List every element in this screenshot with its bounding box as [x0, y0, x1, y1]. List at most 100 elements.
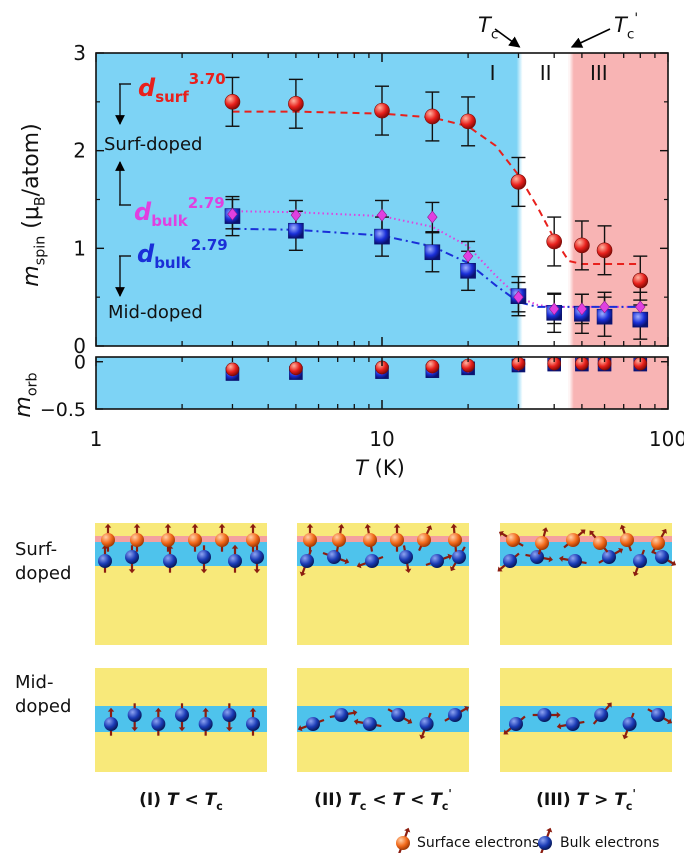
bulk-electron	[297, 717, 325, 732]
tcp-arrow	[570, 28, 611, 48]
bulk-electron	[228, 544, 242, 573]
region-label-III: III	[590, 61, 608, 85]
orb-region-edge	[568, 357, 574, 409]
spin-arrowhead	[426, 525, 433, 531]
spin-arrowhead	[101, 544, 109, 549]
electron-sphere	[334, 708, 349, 722]
surface-electron	[448, 523, 462, 552]
spin-arrowhead	[580, 529, 586, 535]
row-label: Mid-	[15, 672, 53, 693]
y-tick-label: 3	[73, 41, 86, 65]
bulk-electron	[222, 703, 237, 732]
data-point-circle	[574, 237, 590, 254]
spin-arrowhead	[128, 569, 136, 574]
electron-sphere	[655, 550, 669, 564]
spin-arrowhead	[133, 523, 141, 528]
surface-electron	[535, 527, 549, 555]
electron-sphere	[250, 550, 264, 564]
data-point-circle	[632, 272, 649, 289]
spin-arrowhead	[661, 528, 667, 534]
electron-sphere	[125, 550, 139, 564]
bulk-electron	[651, 550, 677, 566]
data-point-square	[374, 228, 390, 245]
region-III	[568, 53, 668, 346]
surface-electron	[563, 529, 586, 549]
electron-sphere	[151, 717, 166, 731]
surface-electron	[188, 523, 202, 552]
electron-sphere	[391, 708, 406, 722]
bulk-electron	[353, 717, 382, 731]
spin-arrowhead	[556, 722, 562, 730]
orb-y-axis-label: morb	[11, 372, 41, 417]
data-point-square	[632, 311, 649, 328]
electron-sphere	[327, 550, 341, 564]
electron-sphere	[332, 533, 346, 547]
bulk-electron	[525, 550, 554, 564]
legend-surface-icon	[396, 827, 411, 853]
electron-sphere	[362, 717, 377, 731]
panel-caption: (III) T > Tc'	[536, 787, 636, 813]
series-label-bulk-surf: dbulk2.79	[134, 194, 225, 230]
fit-curve-1	[232, 210, 641, 308]
spin-arrowhead	[589, 530, 595, 536]
legend-bulk-icon	[538, 827, 553, 853]
spin-arrowhead	[447, 553, 453, 560]
bulk-electron	[250, 545, 264, 574]
surface-electron	[215, 523, 229, 552]
row-label: Surf-	[15, 539, 57, 560]
spin-arrowhead	[344, 558, 350, 565]
electron-sphere	[430, 554, 444, 568]
bulk-electron	[497, 552, 520, 572]
surface-electron	[332, 523, 346, 552]
spin-arrowhead	[622, 734, 629, 740]
data-point-diamond	[576, 302, 588, 316]
spin-arrowhead	[231, 544, 239, 549]
surface-electron	[303, 523, 317, 552]
spin-arrowhead	[450, 566, 456, 572]
data-point-diamond	[227, 207, 238, 221]
bulk-electron	[127, 703, 142, 732]
electron-sphere	[396, 836, 410, 850]
spin-arrowhead	[671, 560, 677, 566]
data-point-square	[424, 244, 441, 261]
doped-layer	[297, 706, 469, 732]
bulk-electron	[246, 707, 260, 736]
tc-arrow	[494, 28, 521, 48]
electron-sphere	[633, 554, 647, 568]
bulk-electron	[299, 549, 314, 577]
spin-arrowhead	[546, 827, 553, 833]
spin-arrowhead	[131, 727, 138, 732]
electron-sphere	[602, 550, 616, 564]
bulk-electron	[175, 703, 189, 732]
spin-arrowhead	[618, 548, 624, 554]
electron-sphere	[651, 708, 665, 722]
bulk-electron	[647, 708, 673, 724]
electron-sphere	[390, 533, 404, 547]
electron-sphere	[622, 717, 637, 731]
electron-sphere	[568, 554, 582, 568]
spin-arrowhead	[364, 523, 372, 529]
spin-arrowhead	[155, 707, 162, 712]
electron-sphere	[188, 533, 202, 547]
electron-sphere	[593, 536, 607, 550]
surface-electron	[651, 528, 667, 554]
bulk-electron	[98, 544, 112, 573]
bulk-electron	[532, 708, 561, 722]
series-label-surf: dsurf3.70	[138, 70, 226, 106]
electron-sphere	[215, 533, 229, 547]
spin-arrowhead	[297, 725, 303, 732]
electron-sphere	[651, 536, 665, 550]
electron-sphere	[620, 533, 634, 547]
surface-layer	[500, 536, 672, 542]
electron-sphere	[161, 533, 175, 547]
bulk-electron	[556, 717, 585, 731]
orb-y-tick-label: −0.5	[40, 399, 86, 421]
bulk-electron	[632, 549, 647, 577]
orb-point-circle	[289, 361, 303, 376]
electron-sphere	[594, 708, 609, 722]
electron-sphere	[163, 554, 177, 568]
data-point-circle	[546, 233, 562, 250]
spin-arrowhead	[249, 707, 257, 712]
region-edge	[516, 53, 523, 346]
